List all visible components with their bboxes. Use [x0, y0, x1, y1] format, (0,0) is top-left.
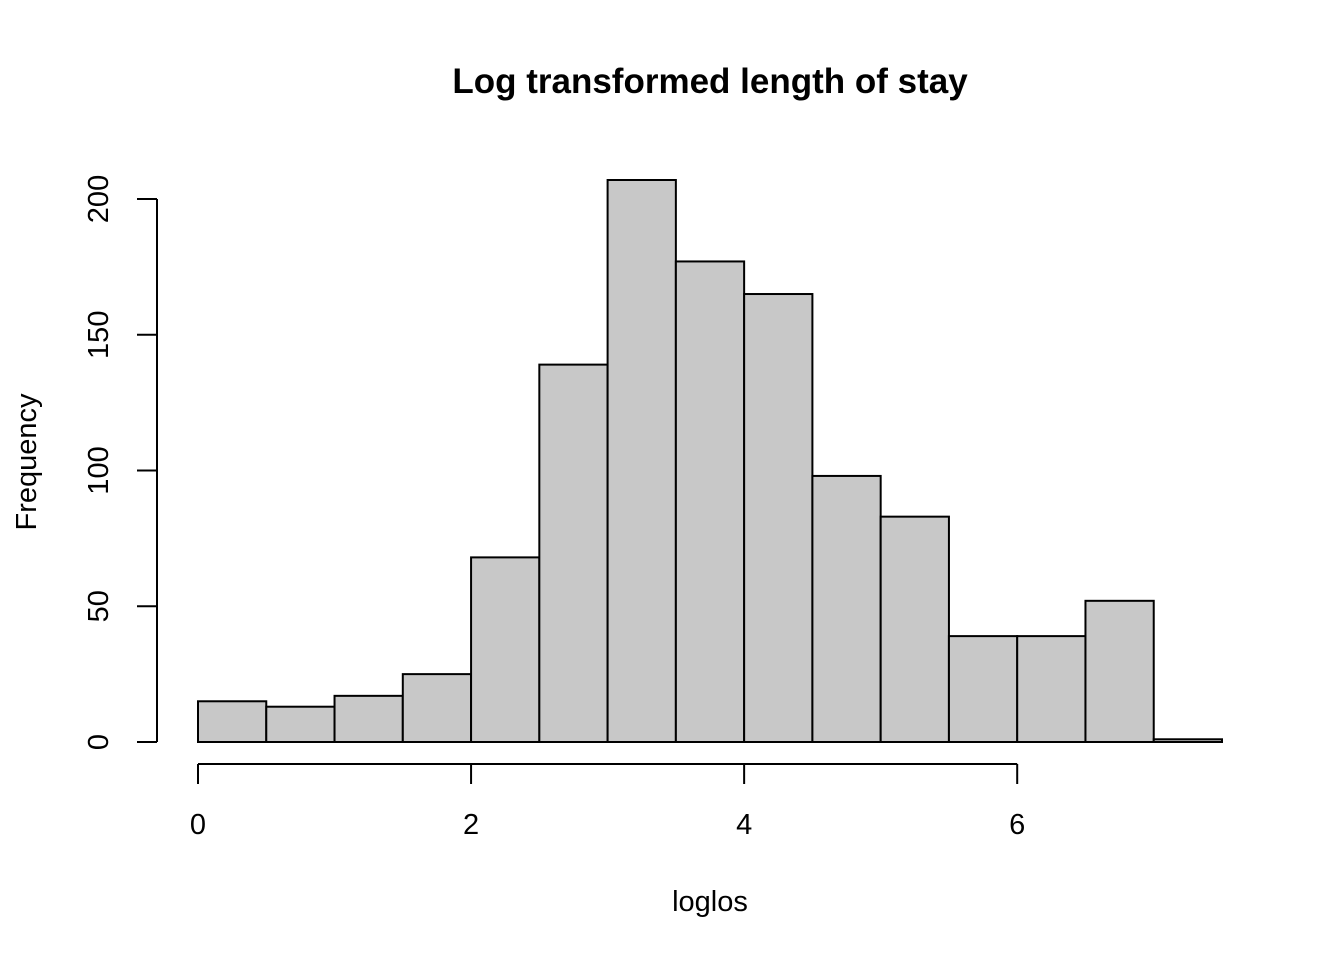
y-axis-label: Frequency	[11, 393, 43, 531]
histogram-bar	[538, 363, 609, 743]
histogram-bar	[1152, 738, 1223, 744]
x-axis-tick-label: 0	[190, 809, 206, 841]
x-axis-label: loglos	[672, 886, 748, 918]
histogram-bar	[743, 293, 814, 743]
histogram-bar	[401, 673, 473, 744]
y-axis-tick-label: 100	[83, 446, 115, 494]
x-axis-tick-label: 2	[463, 809, 479, 841]
histogram-bar	[470, 556, 541, 744]
x-axis: 0 2 4 6	[190, 763, 1025, 841]
histogram-bar	[947, 635, 1019, 744]
y-axis-tick-label: 50	[83, 590, 115, 622]
histogram-bar	[879, 515, 950, 743]
histogram-bar	[197, 700, 268, 744]
y-axis-tick-label: 200	[83, 175, 115, 223]
histogram-bars	[197, 179, 1223, 744]
x-axis-tick-label: 4	[736, 809, 752, 841]
y-axis-tick-label: 150	[83, 311, 115, 359]
y-axis-ticks: 0 50 100 150 200	[83, 175, 157, 750]
histogram-bar	[1084, 599, 1155, 743]
y-axis-tick-label: 0	[83, 734, 115, 750]
x-axis-tick-label: 6	[1009, 809, 1025, 841]
histogram-bar	[265, 705, 336, 744]
histogram-bar	[811, 474, 882, 743]
histogram-bar	[333, 694, 404, 743]
histogram-bar	[674, 260, 746, 743]
x-axis-ticks: 0 2 4 6	[190, 764, 1025, 841]
histogram-bar	[1016, 635, 1087, 744]
chart-title: Log transformed length of stay	[452, 62, 968, 101]
histogram-bar	[606, 179, 677, 743]
y-axis: 0 50 100 150 200	[83, 175, 158, 750]
